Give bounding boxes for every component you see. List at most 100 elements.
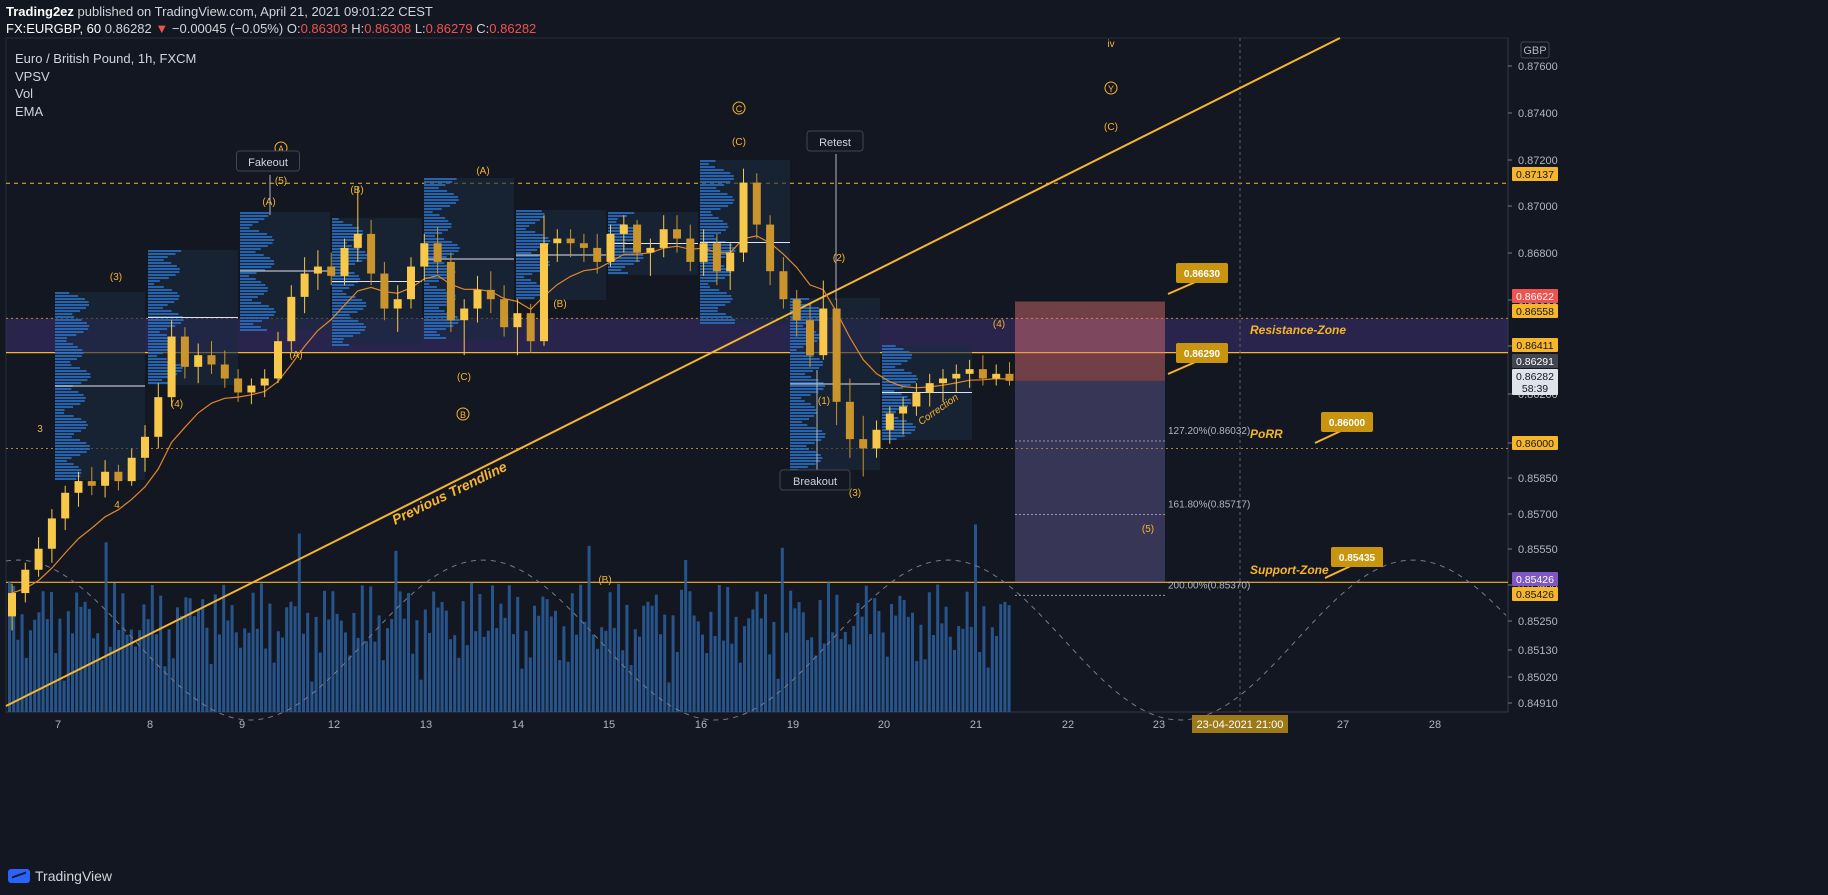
x-tick-label: 12 [328, 719, 340, 731]
legend-title[interactable]: Euro / British Pound, 1h, FXCM [15, 51, 197, 66]
candle-body [806, 320, 814, 356]
volume-bar [268, 603, 272, 712]
wave-label: (B) [350, 185, 363, 196]
vpsv-bar [700, 193, 728, 195]
x-tick-label: 16 [695, 719, 707, 731]
candle-body [845, 401, 854, 440]
porr-label: PoRR [1250, 427, 1283, 441]
candle-body [327, 266, 336, 276]
x-tick-label: 23 [1153, 719, 1165, 731]
volume-bar [92, 638, 95, 712]
volume-bar [738, 662, 742, 712]
vpsv-bar [332, 341, 343, 343]
vpsv-bar [424, 316, 458, 318]
vpsv-bar [55, 454, 81, 456]
vpsv-bar [240, 260, 274, 262]
volume-bar [785, 632, 788, 712]
author-name[interactable]: Trading2ez [6, 4, 74, 19]
callout-text: 0.86290 [1184, 349, 1221, 360]
vpsv-bar [424, 238, 445, 240]
legend-vpsv[interactable]: VPSV [15, 68, 50, 84]
volume-bar [936, 584, 940, 712]
vpsv-bar [240, 320, 262, 322]
vpsv-bar [424, 229, 448, 231]
vpsv-bar [700, 166, 715, 168]
vpsv-bar [332, 308, 364, 310]
candle-body [21, 569, 30, 594]
volume-bar [331, 591, 335, 712]
legend-vol[interactable]: Vol [15, 86, 34, 101]
volume-bar [978, 652, 982, 712]
volume-bar [306, 612, 310, 712]
volume-bar [402, 618, 406, 712]
vpsv-bar [332, 296, 356, 298]
wave-label: (A) [476, 166, 489, 177]
vpsv-bar [790, 310, 825, 312]
y-tick-label: 0.85850 [1518, 473, 1558, 485]
wave-label: (B) [553, 299, 566, 310]
vpsv-bar [148, 364, 181, 366]
vpsv-bar [424, 301, 453, 303]
candle-body [686, 238, 695, 262]
fib-level-label: 200.00%(0.85370) [1168, 580, 1250, 591]
volume-bar [654, 594, 658, 712]
candle-body [127, 457, 136, 482]
vpsv-bar [608, 236, 638, 238]
volume-bar [234, 632, 238, 712]
vpsv-bar [516, 249, 538, 251]
vpsv-bar [240, 218, 265, 220]
candle-body [61, 492, 70, 519]
candle-body [965, 369, 974, 374]
volume-bar [150, 585, 154, 712]
candle-body [673, 229, 681, 239]
volume-bar [818, 600, 822, 712]
vpsv-bar [790, 424, 808, 426]
vpsv-bar [148, 334, 167, 336]
volume-bar [192, 616, 196, 712]
candle-body [912, 392, 921, 407]
vpsv-bar [790, 421, 803, 423]
vpsv-bar [608, 263, 634, 265]
vpsv-bar [608, 257, 644, 259]
vpsv-bar [332, 242, 348, 244]
volume-bar [856, 603, 860, 712]
volume-bar [684, 560, 688, 712]
vpsv-bar [240, 233, 267, 235]
candle-body [380, 273, 389, 309]
vpsv-bar [424, 298, 456, 300]
volume-bar [222, 584, 226, 712]
volume-bar [264, 648, 268, 712]
vpsv-bar [790, 433, 826, 435]
x-tick-label: 14 [512, 719, 524, 731]
vpsv-bar [424, 193, 454, 195]
vpsv-bar [882, 345, 896, 347]
x-tick-label: 28 [1429, 719, 1441, 731]
volume-bar [297, 533, 301, 712]
vpsv-bar [790, 376, 812, 378]
vpsv-bar [700, 316, 732, 318]
tradingview-logo[interactable]: TradingView [8, 868, 112, 884]
vpsv-bar [516, 243, 549, 245]
vpsv-bar [700, 271, 732, 273]
vpsv-bar [55, 424, 88, 426]
vpsv-bar [240, 290, 268, 292]
vpsv-bar [332, 299, 363, 301]
x-tick-label: 19 [787, 719, 799, 731]
vpsv-bar [148, 319, 184, 321]
volume-bar [423, 609, 427, 712]
vpsv-bar [700, 169, 724, 171]
candle-body [353, 233, 362, 248]
vpsv-bar [516, 240, 551, 242]
vpsv-bar [424, 181, 453, 183]
vpsv-bar [240, 272, 257, 274]
volume-bar [243, 628, 247, 712]
vpsv-bar [55, 439, 80, 441]
volume-bar [100, 660, 104, 712]
volume-bar [755, 591, 759, 712]
volume-bar [906, 616, 910, 712]
volume-bar [419, 679, 423, 712]
volume-bar [604, 630, 608, 712]
volume-bar [822, 643, 826, 712]
legend-ema[interactable]: EMA [15, 103, 44, 119]
